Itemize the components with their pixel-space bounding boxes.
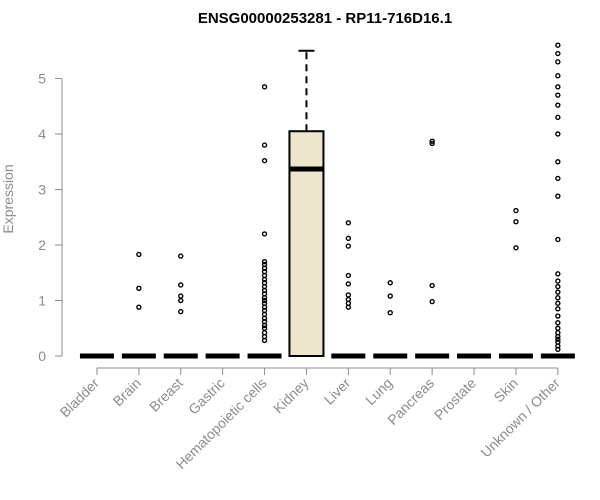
outlier-point bbox=[429, 138, 435, 144]
outlier-point bbox=[555, 59, 561, 65]
x-tick-label: Unknown / Other bbox=[477, 375, 563, 461]
outlier-point bbox=[261, 84, 268, 90]
y-tick-label: 5 bbox=[38, 71, 46, 87]
box-pancreas bbox=[415, 138, 450, 359]
x-tick-label: Bladder bbox=[57, 375, 103, 421]
outlier-point bbox=[555, 84, 561, 90]
x-tick-label: Brain bbox=[110, 375, 144, 409]
x-tick-label: Liver bbox=[321, 375, 354, 408]
outlier-point bbox=[387, 280, 393, 286]
outlier-point bbox=[261, 261, 268, 268]
box-hematopoietic-cells bbox=[247, 84, 282, 359]
outlier-point bbox=[261, 297, 268, 304]
outlier-point bbox=[136, 304, 142, 310]
outlier-point bbox=[429, 282, 435, 289]
box-body bbox=[288, 130, 325, 357]
outlier-point bbox=[261, 325, 268, 331]
outlier-point bbox=[178, 297, 184, 304]
box-lung bbox=[373, 280, 408, 359]
outlier-point bbox=[345, 220, 352, 226]
outlier-point bbox=[555, 283, 561, 290]
outlier-point bbox=[555, 92, 561, 98]
y-axis: 0 1 2 3 4 5 bbox=[38, 71, 63, 364]
outlier-point bbox=[555, 175, 561, 182]
x-tick-label: Kidney bbox=[270, 375, 312, 417]
outlier-point bbox=[261, 157, 268, 164]
outlier-point bbox=[261, 258, 268, 265]
outlier-point bbox=[261, 142, 268, 148]
x-tick-label: Breast bbox=[146, 375, 186, 415]
outlier-point bbox=[555, 306, 561, 312]
outlier-point bbox=[555, 278, 561, 284]
y-tick-label: 2 bbox=[38, 237, 46, 253]
outlier-point bbox=[178, 282, 184, 288]
outlier-point bbox=[513, 245, 519, 251]
outlier-point bbox=[429, 140, 435, 147]
x-tick-label: Prostate bbox=[431, 375, 479, 423]
outlier-point bbox=[429, 298, 435, 305]
y-tick-label: 3 bbox=[38, 182, 46, 198]
box-group bbox=[79, 42, 575, 359]
outlier-point bbox=[555, 50, 561, 57]
x-tick-label: Pancreas bbox=[384, 375, 437, 428]
box-brain bbox=[121, 251, 156, 359]
outlier-point bbox=[345, 272, 352, 279]
outlier-point bbox=[136, 251, 142, 258]
outlier-point bbox=[555, 42, 561, 48]
outlier-point bbox=[136, 285, 142, 291]
outlier-point bbox=[178, 293, 184, 299]
y-tick-label: 1 bbox=[38, 293, 46, 309]
outlier-point bbox=[555, 131, 561, 137]
outlier-point bbox=[513, 207, 519, 214]
outlier-point bbox=[345, 281, 352, 287]
outlier-point bbox=[261, 231, 268, 237]
outlier-point bbox=[555, 159, 561, 165]
outlier-point bbox=[555, 336, 561, 343]
outlier-point bbox=[345, 235, 352, 242]
outlier-point bbox=[387, 310, 393, 316]
outlier-point bbox=[555, 193, 561, 199]
outlier-point bbox=[345, 243, 352, 249]
outlier-point bbox=[178, 253, 184, 259]
x-tick-label: Lung bbox=[362, 375, 395, 408]
box-skin bbox=[498, 207, 533, 359]
outlier-point bbox=[555, 73, 561, 79]
y-tick-label: 0 bbox=[38, 348, 46, 364]
outlier-point bbox=[387, 293, 393, 299]
box-unknown-other bbox=[540, 42, 575, 359]
outlier-point bbox=[261, 329, 268, 336]
y-tick-label: 4 bbox=[38, 126, 46, 142]
box-liver bbox=[331, 220, 366, 359]
outlier-point bbox=[555, 339, 561, 345]
outlier-point bbox=[345, 296, 352, 303]
outlier-point bbox=[555, 114, 561, 121]
box-breast bbox=[163, 253, 198, 359]
outlier-point bbox=[555, 295, 561, 301]
outlier-point bbox=[555, 325, 561, 331]
outlier-point bbox=[555, 236, 561, 243]
outlier-point bbox=[555, 320, 561, 326]
outlier-point bbox=[555, 329, 561, 336]
outlier-point bbox=[261, 300, 268, 306]
box-kidney bbox=[288, 49, 325, 357]
outlier-point bbox=[555, 300, 561, 306]
outlier-point bbox=[345, 292, 352, 298]
outlier-point bbox=[555, 313, 561, 319]
y-axis-label: Expression bbox=[0, 164, 16, 233]
chart-title: ENSG00000253281 - RP11-716D16.1 bbox=[198, 10, 452, 27]
outlier-point bbox=[555, 271, 561, 277]
outlier-point bbox=[555, 102, 561, 108]
outlier-point bbox=[178, 308, 184, 315]
outlier-point bbox=[513, 218, 519, 225]
outlier-point bbox=[555, 289, 561, 295]
x-tick-label: Skin bbox=[491, 375, 522, 406]
